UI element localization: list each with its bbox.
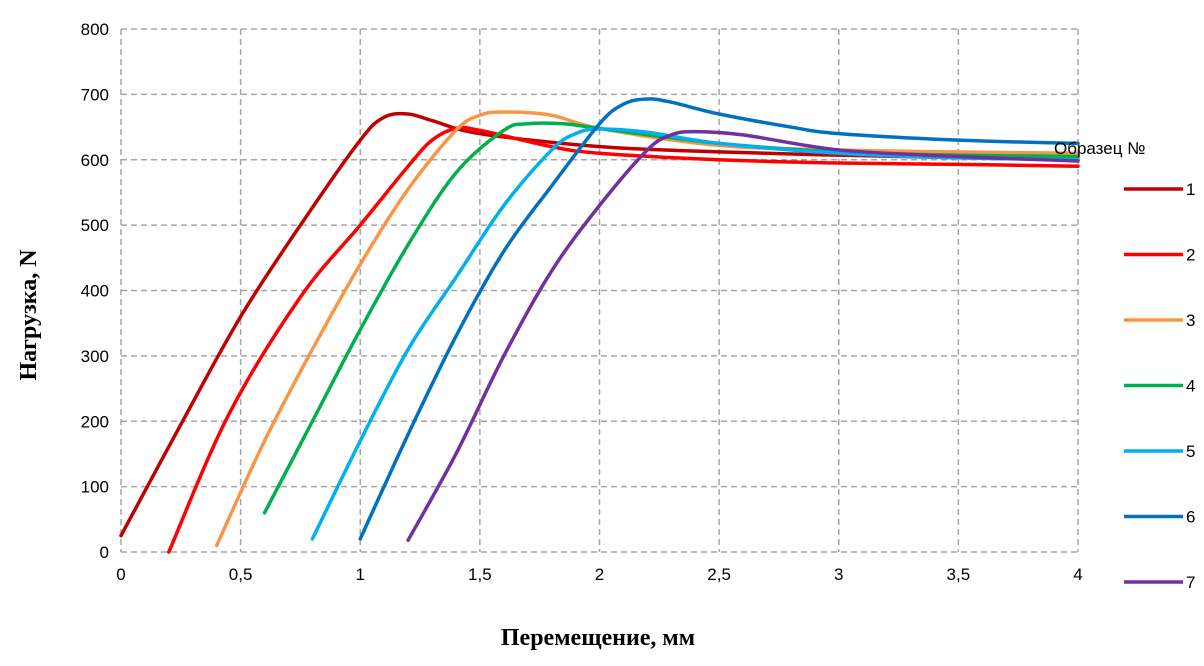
y-tick-label: 600	[81, 151, 109, 170]
legend-label-6: 6	[1186, 508, 1195, 527]
y-tick-label: 700	[81, 85, 109, 104]
series-line-3	[214, 110, 1080, 548]
y-tick-label: 200	[81, 412, 109, 431]
x-tick-label: 2	[595, 565, 604, 584]
x-tick-label: 0	[116, 565, 125, 584]
x-tick-label: 1	[356, 565, 365, 584]
y-tick-label: 0	[100, 543, 109, 562]
y-tick-label: 100	[81, 478, 109, 497]
series-line-1	[119, 111, 1080, 538]
grid-lines	[120, 28, 1079, 553]
y-tick-label: 300	[81, 347, 109, 366]
x-axis-title: Перемещение, мм	[501, 625, 695, 651]
legend-label-7: 7	[1186, 573, 1195, 592]
legend: Образец № 1 2 3 4 5 6 7	[1054, 139, 1195, 592]
legend-title: Образец №	[1054, 139, 1145, 158]
legend-label-5: 5	[1186, 442, 1195, 461]
y-tick-label: 800	[81, 20, 109, 39]
x-tick-label: 0,5	[229, 565, 253, 584]
x-tick-label: 3	[834, 565, 843, 584]
legend-label-4: 4	[1186, 377, 1195, 396]
y-tick-labels: 0 100 200 300 400 500 600 700 800	[81, 20, 109, 562]
x-tick-label: 2,5	[707, 565, 731, 584]
y-tick-label: 500	[81, 216, 109, 235]
x-tick-label: 1,5	[468, 565, 492, 584]
x-tick-labels: 0 0,5 1 1,5 2 2,5 3 3,5 4	[116, 565, 1082, 584]
series-line-5	[310, 127, 1080, 541]
series-lines	[119, 97, 1080, 554]
series-line-4	[262, 121, 1080, 515]
y-tick-label: 400	[81, 282, 109, 301]
series-line-6	[358, 97, 1080, 541]
series-line-7	[406, 129, 1080, 542]
y-axis-title: Нагрузка, N	[16, 249, 42, 381]
legend-label-2: 2	[1186, 246, 1195, 265]
legend-label-3: 3	[1186, 311, 1195, 330]
series-line-2	[167, 125, 1080, 554]
x-tick-label: 3,5	[947, 565, 971, 584]
x-tick-label: 4	[1073, 565, 1082, 584]
legend-label-1: 1	[1186, 180, 1195, 199]
